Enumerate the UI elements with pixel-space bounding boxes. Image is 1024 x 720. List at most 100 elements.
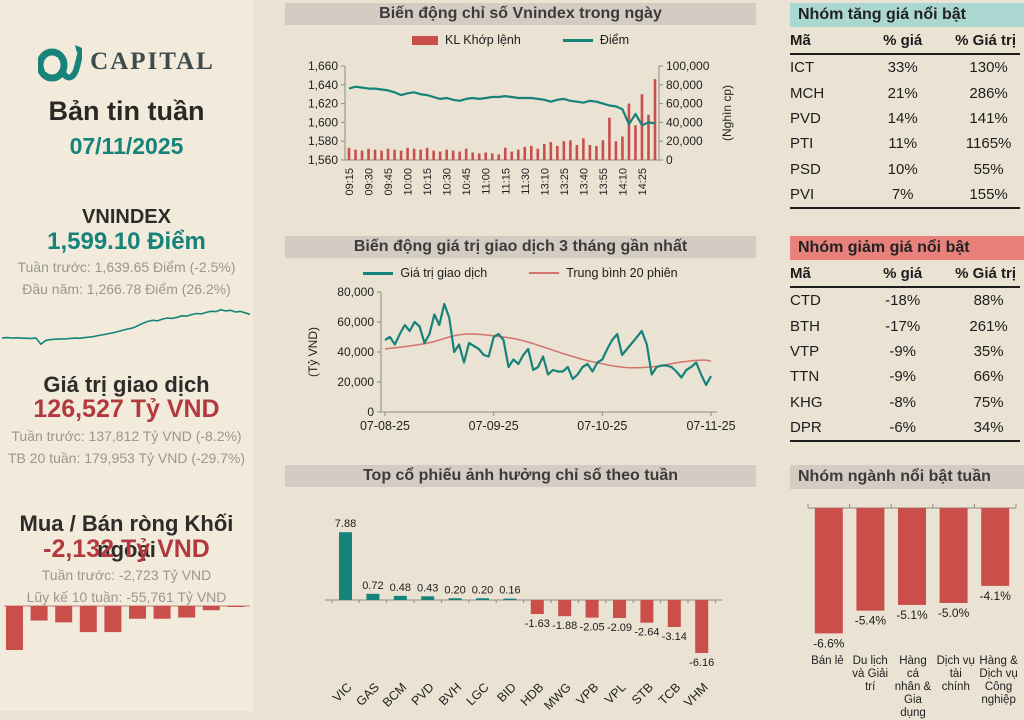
volume-bar [614, 141, 618, 160]
x-axis-tick-label: 07-09-25 [469, 419, 519, 433]
index-line [348, 85, 656, 127]
ma20-legend-swatch [529, 272, 560, 274]
mover-bar [585, 600, 599, 618]
panel-title-top-movers: Top cổ phiếu ảnh hưởng chỉ số theo tuần [285, 465, 756, 487]
mover-bar [421, 596, 435, 600]
ticker-cell: TTN [790, 368, 820, 386]
ticker-cell: CTD [790, 292, 821, 310]
column-header: Mã [790, 29, 869, 55]
flow-bar [202, 606, 220, 611]
x-axis-tick-label: 10:30 [442, 168, 454, 196]
volume-bar [621, 136, 624, 160]
y-axis-tick-label: 20,000 [666, 134, 703, 148]
table-row: VTP -9% 35% [790, 339, 1020, 364]
volume-bar [490, 153, 494, 160]
y-axis-tick-label: 1,560 [308, 153, 338, 167]
bar-value-label: 0.72 [362, 580, 383, 592]
legend-label: Giá trị giao dịch [400, 266, 488, 280]
table-row: ICT 33% 130% [790, 54, 1020, 80]
ticker-cell: PVD [790, 109, 821, 127]
volume-bar [556, 145, 559, 160]
panel-title-turnover3m: Biến động giá trị giao dịch 3 tháng gần … [285, 236, 756, 258]
x-axis-tick-label: 09:30 [364, 168, 376, 196]
percent-cell: 286% [969, 84, 1008, 102]
bar-value-label: -1.63 [525, 618, 550, 630]
intraday-chart: 1,660 1,640 1,620 1,600 1,580 1,560 100,000 80,… [308, 59, 734, 196]
ticker-label: MWG [541, 680, 573, 711]
flow-bar [79, 606, 97, 633]
turnover-prev-week: Tuần trước: 137,812 Tỷ VND (-8.2%) [11, 428, 242, 444]
turnover-value: 126,527 Tỷ VND [33, 395, 220, 423]
sector-bar [898, 508, 926, 605]
ma20-line [384, 333, 712, 369]
right-axis-unit-label: (Nghìn cp) [720, 85, 734, 141]
mover-bar [476, 598, 489, 600]
ticker-cell: MCH [790, 84, 825, 102]
mover-bar [640, 600, 654, 623]
bar-value-label: -3.14 [662, 631, 687, 643]
mover-bar [695, 600, 709, 653]
table-row: TTN -9% 66% [790, 364, 1020, 389]
bar-value-label: 0.48 [390, 582, 411, 594]
y-axis-tick-label: 1,660 [308, 59, 338, 73]
volume-bar [451, 150, 455, 160]
volume-bar [438, 151, 442, 160]
panel-title-intraday: Biến động chỉ số Vnindex trong ngày [285, 3, 756, 25]
percent-cell: 34% [937, 414, 1020, 443]
y-axis-tick-label: 80,000 [337, 285, 374, 299]
mover-bar [339, 532, 352, 600]
bar-value-label: -5.0% [938, 606, 970, 620]
volume-bar [588, 144, 592, 160]
bar-value-label: 0.20 [444, 584, 465, 596]
ticker-label: LGC [464, 680, 492, 708]
vnindex-ytd: Đầu năm: 1,266.78 Điểm (26.2%) [22, 281, 231, 297]
losers-table: Mã% giá% Giá trị CTD -18% 88% BTH -17% 261% VTP… [790, 262, 1020, 443]
x-axis-tick-label: 07-10-25 [577, 419, 627, 433]
table-row: KHG -8% 75% [790, 390, 1020, 415]
y-axis-tick-label: 1,600 [308, 115, 338, 129]
volume-bar [575, 144, 579, 160]
volume-legend-swatch [411, 35, 438, 45]
ticker-label: BID [494, 680, 519, 705]
sector-label: Hàng cá nhân & Gia dụng [894, 655, 932, 719]
turnover-label: Giá trị giao dịch [43, 372, 210, 397]
ticker-label: BVH [436, 680, 464, 708]
turnover3m-chart: 80,000 60,000 40,000 20,000 0 (Tỷ VND) 07-08-2… [306, 285, 736, 433]
ticker-label: PVD [409, 680, 437, 708]
percent-cell: 261% [969, 317, 1008, 335]
flow-bar [30, 606, 48, 621]
x-axis-tick-label: 13:10 [539, 168, 551, 196]
volume-bar [406, 147, 409, 160]
foreign-flow-cum10w: Lũy kế 10 tuần: -55,761 Tỷ VND [26, 589, 227, 605]
y-axis-tick-label: 60,000 [666, 97, 703, 111]
volume-bar [347, 147, 351, 160]
flow-bar [104, 606, 122, 633]
volume-bar [412, 148, 416, 160]
x-axis-tick-label: 14:10 [617, 168, 629, 196]
percent-cell: 35% [973, 342, 1004, 360]
ticker-cell: PTI [790, 135, 814, 153]
bar-value-label: -6.6% [813, 636, 845, 650]
percent-cell: -9% [889, 368, 917, 386]
foreign-flow-bars-chart [4, 605, 250, 650]
sector-category-labels: Bán lẻ Du lịch và Giải trí Hàng cá nhân & … [806, 655, 1020, 720]
column-header: % giá [868, 29, 938, 55]
ticker-cell: DPR [790, 414, 869, 443]
percent-cell: -8% [889, 393, 917, 411]
percent-cell: 141% [969, 109, 1008, 127]
ticker-cell: VTP [790, 342, 820, 360]
sidebar: CAPITAL Bản tin tuần 07/11/2025 VNINDEX … [0, 0, 253, 711]
bar-value-label: -1.88 [552, 620, 577, 632]
mover-bar [393, 595, 407, 600]
column-header: Mã [790, 262, 869, 288]
ticker-label: VPB [574, 680, 602, 708]
volume-bar [445, 149, 448, 160]
gainers-table: Mã% giá% Giá trị ICT 33% 130% MCH 21% 286% PVD 1… [790, 29, 1020, 210]
flow-bar [129, 606, 146, 619]
y-axis-tick-label: 1,640 [308, 78, 338, 92]
bar-value-label: -5.1% [896, 608, 928, 622]
x-axis-tick-label: 11:00 [481, 168, 493, 195]
x-axis-tick-label: 10:15 [422, 168, 434, 196]
volume-bar [373, 149, 377, 160]
foreign-flow-value: -2,132 Tỷ VND [43, 535, 210, 563]
